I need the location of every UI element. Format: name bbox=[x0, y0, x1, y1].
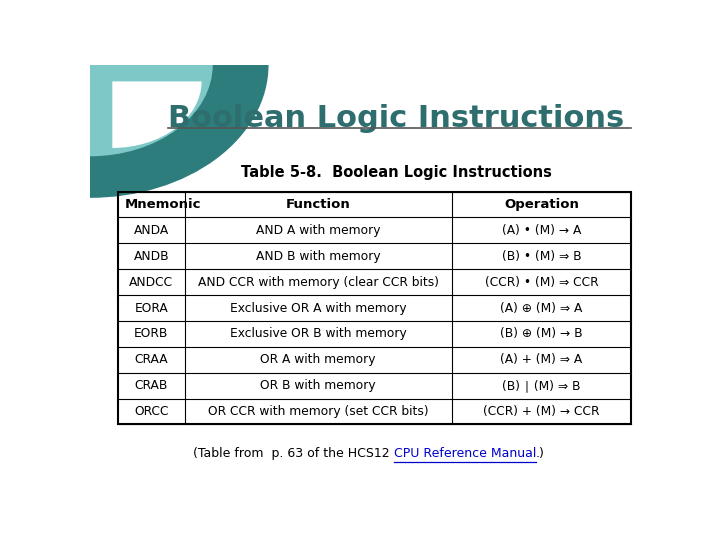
Text: (CCR) + (M) → CCR: (CCR) + (M) → CCR bbox=[483, 405, 600, 418]
Text: Function: Function bbox=[286, 198, 351, 211]
Text: CRAA: CRAA bbox=[135, 353, 168, 366]
Text: EORA: EORA bbox=[135, 301, 168, 314]
Text: Mnemonic: Mnemonic bbox=[125, 198, 201, 211]
Text: (B) ∣ (M) ⇒ B: (B) ∣ (M) ⇒ B bbox=[502, 379, 580, 392]
Text: ANDB: ANDB bbox=[133, 250, 169, 263]
Text: (A) ⊕ (M) ⇒ A: (A) ⊕ (M) ⇒ A bbox=[500, 301, 582, 314]
Text: (A) + (M) ⇒ A: (A) + (M) ⇒ A bbox=[500, 353, 582, 366]
Text: ORCC: ORCC bbox=[134, 405, 168, 418]
Text: ANDA: ANDA bbox=[134, 224, 169, 237]
Text: AND A with memory: AND A with memory bbox=[256, 224, 380, 237]
Text: CRAB: CRAB bbox=[135, 379, 168, 392]
Wedge shape bbox=[90, 65, 213, 156]
Text: .): .) bbox=[536, 447, 545, 460]
Text: Operation: Operation bbox=[504, 198, 579, 211]
Text: Boolean Logic Instructions: Boolean Logic Instructions bbox=[168, 104, 624, 133]
Text: (Table from  p. 63 of the HCS12: (Table from p. 63 of the HCS12 bbox=[193, 447, 394, 460]
Text: ANDCC: ANDCC bbox=[129, 276, 174, 289]
Wedge shape bbox=[112, 82, 202, 148]
Text: Table 5-8.  Boolean Logic Instructions: Table 5-8. Boolean Logic Instructions bbox=[241, 165, 552, 180]
Wedge shape bbox=[90, 65, 269, 198]
Text: OR CCR with memory (set CCR bits): OR CCR with memory (set CCR bits) bbox=[208, 405, 428, 418]
Text: CPU Reference Manual: CPU Reference Manual bbox=[394, 447, 536, 460]
Text: (CCR) • (M) ⇒ CCR: (CCR) • (M) ⇒ CCR bbox=[485, 276, 598, 289]
Text: OR B with memory: OR B with memory bbox=[261, 379, 376, 392]
Text: (B) ⊕ (M) → B: (B) ⊕ (M) → B bbox=[500, 327, 582, 340]
Text: (A) • (M) → A: (A) • (M) → A bbox=[502, 224, 581, 237]
Text: (B) • (M) ⇒ B: (B) • (M) ⇒ B bbox=[502, 250, 581, 263]
Text: AND B with memory: AND B with memory bbox=[256, 250, 380, 263]
Text: Exclusive OR A with memory: Exclusive OR A with memory bbox=[230, 301, 406, 314]
Text: Exclusive OR B with memory: Exclusive OR B with memory bbox=[230, 327, 407, 340]
Text: EORB: EORB bbox=[134, 327, 168, 340]
Text: AND CCR with memory (clear CCR bits): AND CCR with memory (clear CCR bits) bbox=[197, 276, 438, 289]
Text: OR A with memory: OR A with memory bbox=[261, 353, 376, 366]
